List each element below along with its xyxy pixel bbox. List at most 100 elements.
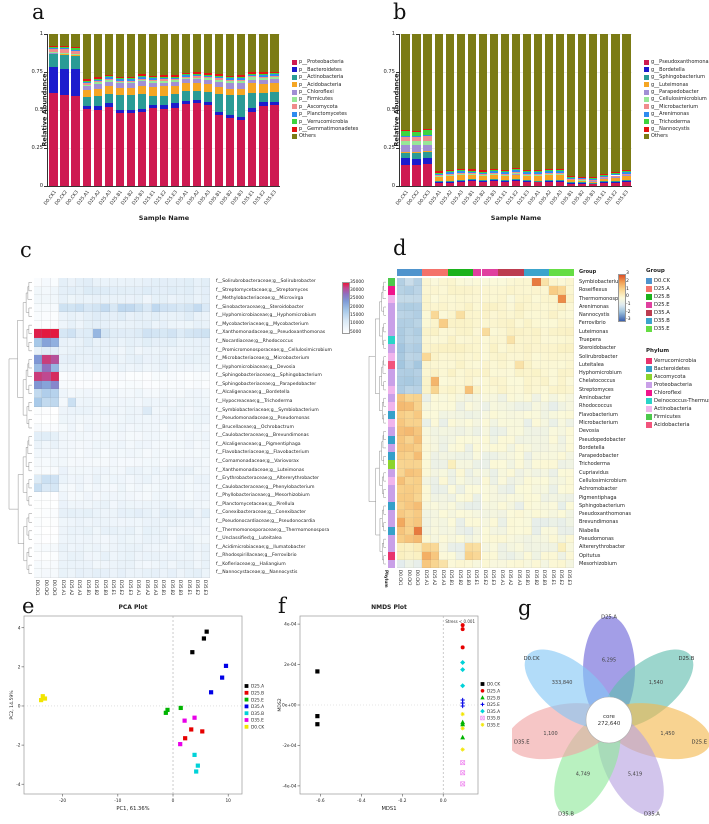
heatmap-cell <box>481 468 490 477</box>
heatmap-cell <box>59 475 68 484</box>
heatmap-cell <box>160 560 169 570</box>
bar-segment <box>533 173 543 175</box>
heatmap-cell <box>566 493 575 502</box>
heatmap-cell <box>430 485 440 494</box>
heatmap-col-label: D25.E3 <box>491 570 497 586</box>
heatmap-cell <box>523 352 533 361</box>
bar-segment <box>611 181 620 183</box>
bar-segment <box>567 177 576 179</box>
petal-label: D25.A <box>601 615 617 621</box>
heatmap-cell <box>143 500 152 510</box>
heatmap-cell <box>566 352 575 361</box>
heatmap-cell <box>84 295 93 304</box>
heatmap-cell <box>143 466 152 476</box>
heatmap-cell <box>523 410 533 419</box>
phylum-annotation-cell <box>388 476 395 486</box>
group-legend-swatch <box>646 326 652 332</box>
heatmap-cell <box>464 286 474 295</box>
heatmap-col-label: D35.E1 <box>186 579 192 596</box>
bar-segment <box>148 34 158 76</box>
heatmap-cell <box>168 320 177 330</box>
heatmap-cell <box>397 501 406 511</box>
legend-swatch <box>644 111 649 117</box>
heatmap-cell <box>397 510 406 519</box>
heatmap-cell <box>397 402 406 411</box>
bar-segment <box>60 34 69 47</box>
legend-label: p__Firmicutes <box>299 96 333 103</box>
heatmap-cell <box>92 355 102 364</box>
heatmap-cell <box>118 552 127 561</box>
heatmap-row-label: f__Phyllobacteriaceae;g__Mesorhizobium <box>216 493 310 499</box>
heatmap-cell <box>498 319 507 328</box>
bar-segment <box>181 103 191 186</box>
heatmap-cell <box>515 344 524 353</box>
heatmap-cell <box>540 534 550 544</box>
heatmap-col-label: D35.A1 <box>136 579 142 596</box>
bar-segment <box>181 100 191 104</box>
heatmap-cell <box>515 302 524 312</box>
heatmap-cell <box>118 278 127 287</box>
heatmap-cell <box>439 501 448 511</box>
heatmap-cell <box>134 569 144 578</box>
bar-segment <box>71 68 80 96</box>
heatmap-cell <box>532 427 541 436</box>
bar-segment <box>71 95 80 186</box>
heatmap-cell <box>151 355 160 364</box>
heatmap-cell <box>67 517 76 527</box>
heatmap-cell <box>430 460 440 469</box>
legend-swatch <box>644 97 649 102</box>
heatmap-cell <box>489 510 499 519</box>
heatmap-cell <box>126 466 135 476</box>
bar-segment <box>423 163 432 186</box>
heatmap-cell <box>185 380 194 390</box>
heatmap-cell <box>439 410 448 419</box>
heatmap-cell <box>151 483 160 493</box>
heatmap-cell <box>59 406 68 416</box>
heatmap-cell <box>176 509 186 518</box>
heatmap-cell <box>50 440 60 450</box>
heatmap-row-label: Pigmentiphaga <box>579 494 617 501</box>
heatmap-cell <box>456 485 465 494</box>
heatmap-cell <box>557 534 566 544</box>
heatmap-cell <box>126 363 135 373</box>
heatmap-cell <box>489 294 499 303</box>
heatmap-cell <box>92 466 102 476</box>
heatmap-cell <box>489 501 499 511</box>
heatmap-cell <box>34 509 43 518</box>
heatmap-cell <box>101 312 110 321</box>
heatmap-cell <box>430 327 440 337</box>
heatmap-cell <box>405 360 414 370</box>
heatmap-cell <box>109 372 118 381</box>
heatmap-cell <box>176 415 186 424</box>
heatmap-cell <box>59 483 68 493</box>
legend-label: D35.E <box>251 718 264 724</box>
heatmap-cell <box>447 311 457 320</box>
heatmap-cell <box>185 569 194 578</box>
heatmap-cell <box>76 552 85 561</box>
scatter-point <box>178 705 183 711</box>
heatmap-cell <box>456 402 465 411</box>
bar-segment <box>148 95 158 105</box>
bar-segment <box>270 91 279 102</box>
phylum-annotation-cell <box>388 534 395 544</box>
heatmap-cell <box>549 377 558 386</box>
bar-segment <box>533 181 543 182</box>
heatmap-cell <box>151 466 160 476</box>
bar-segment <box>126 76 135 79</box>
heatmap-cell <box>397 286 406 295</box>
heatmap-cell <box>202 432 211 441</box>
bar-segment <box>170 85 180 95</box>
heatmap-cell <box>160 406 169 416</box>
heatmap-cell <box>532 501 541 511</box>
heatmap-cell <box>498 468 507 477</box>
heatmap-cell <box>523 460 533 469</box>
heatmap-cell <box>160 509 169 518</box>
heatmap-cell <box>109 415 118 424</box>
heatmap-cell <box>473 443 482 453</box>
heatmap-col-label: D35.A3 <box>153 579 158 596</box>
heatmap-cell <box>59 543 68 553</box>
heatmap-cell <box>540 518 550 527</box>
heatmap-cell <box>422 468 431 477</box>
bar-segment <box>456 173 465 175</box>
bar-segment <box>556 179 565 181</box>
